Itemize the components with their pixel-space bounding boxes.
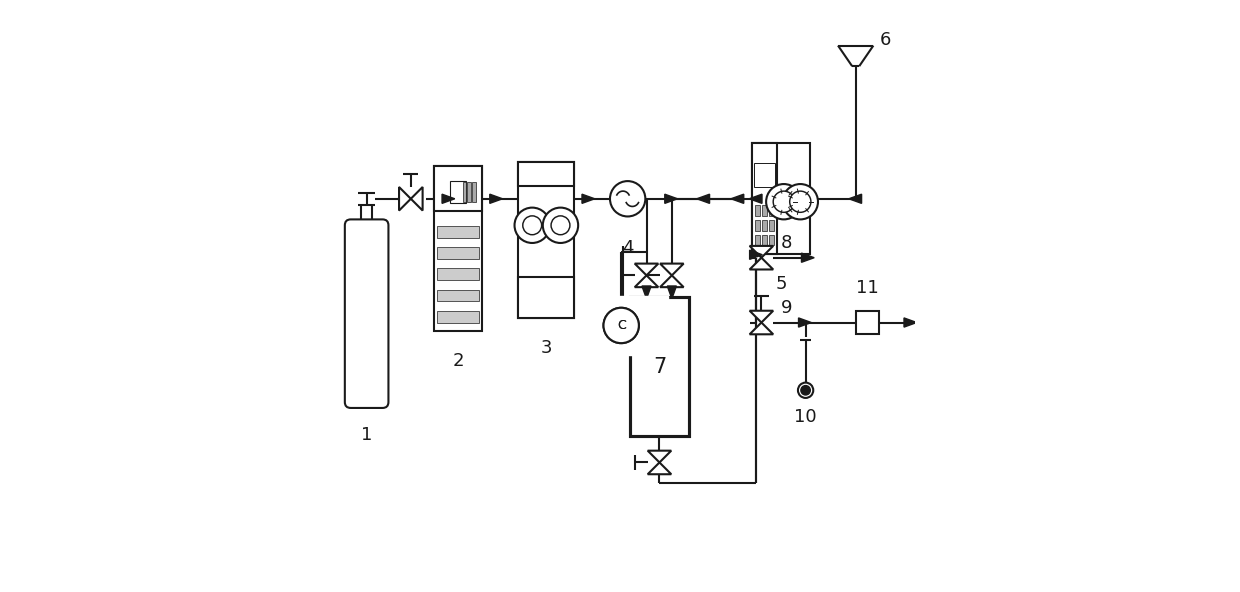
Text: 11: 11 <box>856 279 879 297</box>
Circle shape <box>515 208 549 243</box>
Polygon shape <box>732 194 744 204</box>
Circle shape <box>801 385 810 395</box>
Bar <box>438 311 479 323</box>
Polygon shape <box>799 318 811 327</box>
Polygon shape <box>660 263 683 275</box>
Polygon shape <box>750 311 774 323</box>
Bar <box>763 205 768 216</box>
Text: 4: 4 <box>622 239 634 257</box>
Text: 2: 2 <box>453 352 464 370</box>
Bar <box>450 181 466 203</box>
Text: 7: 7 <box>652 357 666 377</box>
Polygon shape <box>801 253 815 262</box>
Polygon shape <box>441 194 455 204</box>
Bar <box>763 234 768 245</box>
Bar <box>763 220 768 231</box>
Text: 1: 1 <box>361 426 372 443</box>
Polygon shape <box>697 194 709 204</box>
Bar <box>857 311 879 334</box>
Bar <box>434 166 482 211</box>
Polygon shape <box>904 318 916 327</box>
Bar <box>518 162 574 185</box>
Polygon shape <box>635 263 658 275</box>
Bar <box>434 166 482 332</box>
Text: C: C <box>619 322 627 335</box>
Bar <box>598 296 668 355</box>
Polygon shape <box>750 323 774 334</box>
Polygon shape <box>849 194 862 204</box>
Polygon shape <box>582 194 595 204</box>
Bar <box>438 268 479 280</box>
Circle shape <box>604 308 639 343</box>
Polygon shape <box>750 258 774 269</box>
Text: C: C <box>618 319 626 332</box>
Bar <box>755 220 760 231</box>
Polygon shape <box>642 286 651 299</box>
Text: C: C <box>616 319 625 332</box>
Circle shape <box>543 208 578 243</box>
Bar <box>755 205 760 216</box>
Circle shape <box>799 382 813 398</box>
Bar <box>751 143 776 254</box>
Polygon shape <box>647 451 671 462</box>
FancyBboxPatch shape <box>345 220 388 408</box>
Circle shape <box>523 216 542 234</box>
Bar <box>751 143 810 254</box>
Polygon shape <box>647 462 671 474</box>
Text: C: C <box>616 319 625 332</box>
Bar <box>438 226 479 237</box>
Circle shape <box>782 184 818 220</box>
Polygon shape <box>642 304 651 316</box>
Polygon shape <box>399 187 410 211</box>
Bar <box>467 182 471 202</box>
Text: 3: 3 <box>541 339 552 357</box>
Bar <box>630 297 689 436</box>
Polygon shape <box>635 275 658 287</box>
Circle shape <box>603 308 644 349</box>
Polygon shape <box>410 187 423 211</box>
Bar <box>438 247 479 259</box>
Bar <box>769 205 774 216</box>
Circle shape <box>601 305 641 345</box>
Circle shape <box>610 181 645 217</box>
Text: 10: 10 <box>795 408 817 426</box>
Circle shape <box>790 191 811 213</box>
Text: 6: 6 <box>879 31 890 49</box>
Circle shape <box>604 308 640 343</box>
Polygon shape <box>665 194 677 204</box>
Circle shape <box>766 184 801 220</box>
Bar <box>754 163 775 187</box>
Bar <box>472 182 476 202</box>
Bar <box>438 289 479 301</box>
Polygon shape <box>490 194 502 204</box>
Polygon shape <box>750 246 774 258</box>
Polygon shape <box>667 286 677 299</box>
Polygon shape <box>642 298 651 310</box>
Polygon shape <box>660 275 683 287</box>
Polygon shape <box>750 250 763 259</box>
Bar <box>755 234 760 245</box>
Bar <box>769 234 774 245</box>
Bar <box>518 162 574 318</box>
Text: 9: 9 <box>781 299 792 317</box>
Bar <box>518 277 574 318</box>
Circle shape <box>604 308 639 343</box>
Bar <box>463 182 466 202</box>
Circle shape <box>551 216 570 234</box>
Text: 5: 5 <box>775 275 786 293</box>
Polygon shape <box>749 194 763 204</box>
Circle shape <box>774 191 795 213</box>
Circle shape <box>605 311 641 346</box>
Bar <box>769 220 774 231</box>
Text: 8: 8 <box>781 234 792 252</box>
